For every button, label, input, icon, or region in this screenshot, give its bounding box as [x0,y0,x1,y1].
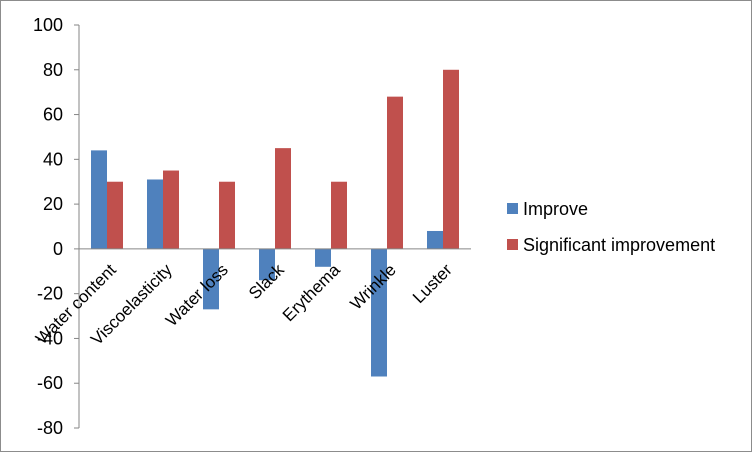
bar-improve [427,230,443,249]
category-label: Luster [409,260,456,307]
bar-improve [315,248,331,267]
bar-significant-improvement [275,148,291,249]
y-tick-label: -20 [37,284,63,304]
bar-significant-improvement [107,181,123,249]
y-tick-label: 80 [43,60,63,80]
bars [91,69,459,377]
category-label: Erythema [279,260,344,325]
legend-label: Significant improvement [523,235,715,255]
y-tick-label: -80 [37,418,63,438]
y-tick-label: 100 [33,15,63,35]
y-tick-label: 60 [43,105,63,125]
bar-significant-improvement [443,69,459,249]
bar-improve [147,179,163,249]
legend: Improve Significant improvement [507,199,715,255]
bar-improve [371,248,387,377]
bar-improve [91,150,107,249]
bar-improve [259,248,275,281]
y-axis-ticks: 100 80 60 40 20 0 -20 -40 -60 -80 [33,15,79,438]
bar-significant-improvement [219,181,235,249]
legend-swatch [507,239,518,250]
legend-swatch [507,203,518,214]
y-tick-label: 20 [43,194,63,214]
bar-significant-improvement [387,96,403,249]
y-tick-label: 0 [53,239,63,259]
bar-improve [203,248,219,310]
y-tick-label: -40 [37,328,63,348]
bar-significant-improvement [331,181,347,249]
bar-significant-improvement [163,170,179,249]
y-tick-label: 40 [43,149,63,169]
y-tick-label: -60 [37,373,63,393]
legend-label: Improve [523,199,588,219]
